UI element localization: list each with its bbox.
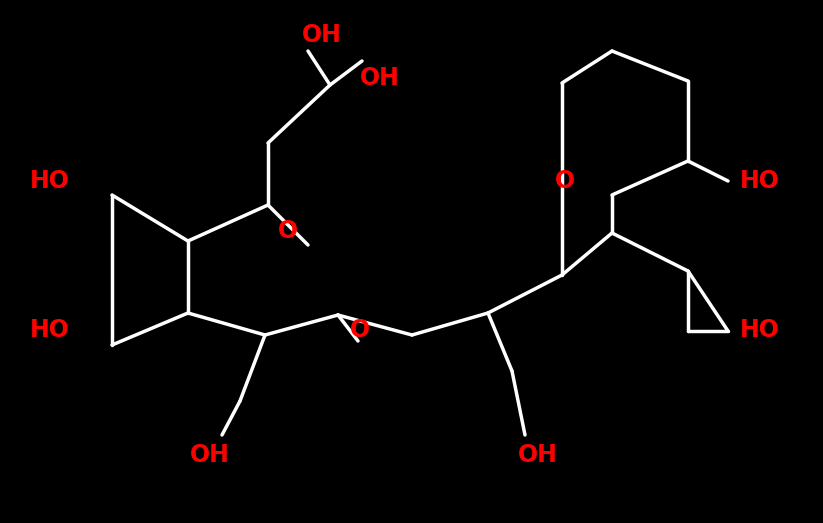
Text: OH: OH (302, 23, 342, 47)
Text: HO: HO (30, 169, 70, 193)
Text: HO: HO (30, 318, 70, 342)
Text: O: O (555, 169, 575, 193)
Text: HO: HO (740, 169, 780, 193)
Text: OH: OH (190, 443, 230, 467)
Text: O: O (278, 219, 298, 243)
Text: OH: OH (518, 443, 558, 467)
Text: O: O (350, 318, 370, 342)
Text: HO: HO (740, 318, 780, 342)
Text: OH: OH (360, 66, 400, 90)
